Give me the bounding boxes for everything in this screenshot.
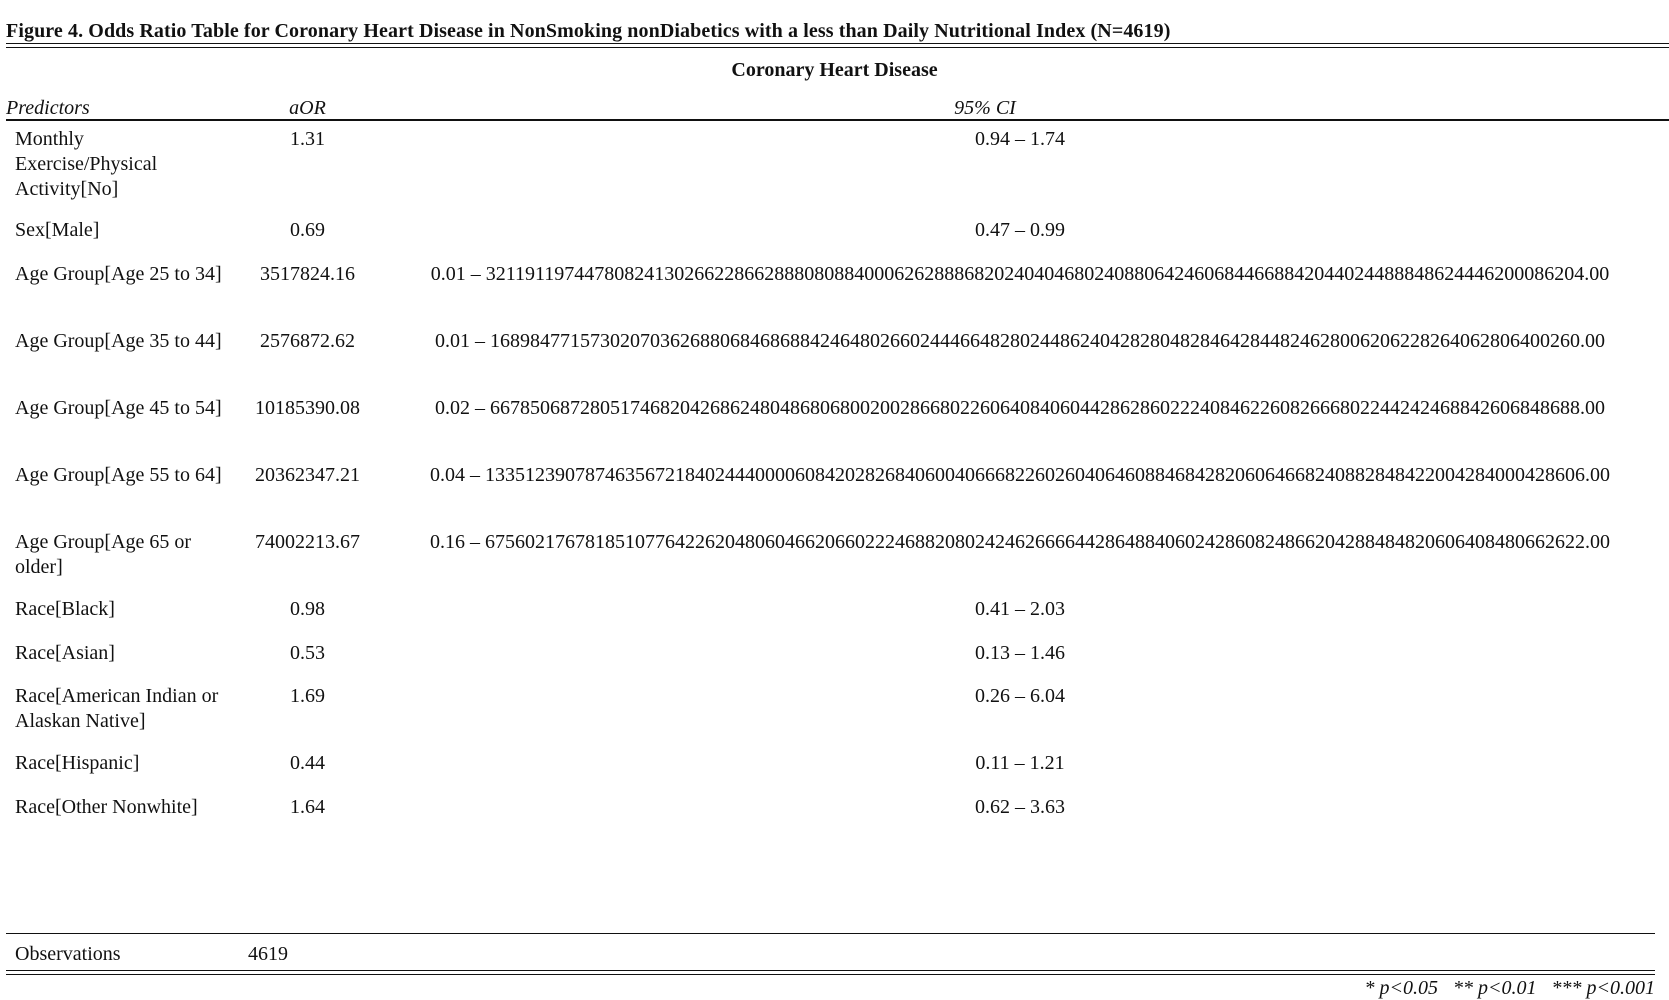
table-row-aor: 1.64 <box>290 796 325 818</box>
table-row-ci: 0.04 – 133512390787463567218402444000060… <box>430 464 1610 486</box>
table-row-aor: 1.69 <box>290 685 325 707</box>
significance-footnote: * p<0.05 ** p<0.01 *** p<0.001 <box>1364 977 1656 999</box>
table-row-predictor: Race[American Indian or Alaskan Native] <box>15 685 219 732</box>
table-row-predictor: Race[Asian] <box>15 642 115 664</box>
table-row-ci: 0.16 – 675602176781851077642262048060466… <box>430 531 1610 553</box>
table-row-predictor: Race[Other Nonwhite] <box>15 796 198 818</box>
table-row-ci: 0.01 – 321191197447808241302662286628880… <box>430 263 1610 285</box>
header-aor: aOR <box>289 97 326 119</box>
table-row-ci: 0.13 – 1.46 <box>975 642 1065 664</box>
table-row-ci: 0.41 – 2.03 <box>975 598 1065 620</box>
outcome-caption: Coronary Heart Disease <box>731 59 938 81</box>
table-row-ci: 0.62 – 3.63 <box>975 796 1065 818</box>
table-row-aor: 0.44 <box>290 752 325 774</box>
table-row-ci: 0.01 – 168984771573020703626880684686884… <box>435 330 1605 352</box>
observations-label: Observations <box>15 943 121 965</box>
title-rule-top <box>6 43 1669 44</box>
table-row-predictor: Age Group[Age 55 to 64] <box>15 464 222 486</box>
table-row-ci: 0.26 – 6.04 <box>975 685 1065 707</box>
figure-title: Figure 4. Odds Ratio Table for Coronary … <box>6 20 1171 42</box>
table-row-predictor: Race[Hispanic] <box>15 752 140 774</box>
table-row-predictor: Age Group[Age 45 to 54] <box>15 397 222 419</box>
header-ci: 95% CI <box>954 97 1016 119</box>
table-row-aor: 0.69 <box>290 219 325 241</box>
table-row-predictor: Age Group[Age 25 to 34] <box>15 263 222 285</box>
observations-rule-bottom-2 <box>6 974 1655 975</box>
title-rule-bottom <box>6 47 1669 48</box>
table-row-predictor: Race[Black] <box>15 598 115 620</box>
table-row-aor: 1.31 <box>290 128 325 150</box>
table-row-aor: 0.98 <box>290 598 325 620</box>
table-row-predictor: Age Group[Age 35 to 44] <box>15 330 222 352</box>
table-row-aor: 74002213.67 <box>255 531 360 553</box>
table-row-aor: 10185390.08 <box>255 397 360 419</box>
table-row-ci: 0.11 – 1.21 <box>975 752 1065 774</box>
header-predictors: Predictors <box>6 97 90 119</box>
table-row-aor: 2576872.62 <box>260 330 355 352</box>
table-row-ci: 0.02 – 667850687280517468204268624804868… <box>435 397 1605 419</box>
table-row-aor: 0.53 <box>290 642 325 664</box>
table-row-ci: 0.94 – 1.74 <box>975 128 1065 150</box>
table-row-aor: 20362347.21 <box>255 464 360 486</box>
table-row-predictor: Monthly Exercise/Physical Activity[No] <box>15 128 158 200</box>
table-row-ci: 0.47 – 0.99 <box>975 219 1065 241</box>
table-row-predictor: Sex[Male] <box>15 219 100 241</box>
observations-value: 4619 <box>248 943 288 965</box>
observations-rule-bottom-1 <box>6 970 1655 971</box>
observations-rule-top <box>6 933 1655 934</box>
table-row-aor: 3517824.16 <box>260 263 355 285</box>
table-row-predictor: Age Group[Age 65 or older] <box>15 531 192 578</box>
header-rule <box>6 119 1669 121</box>
